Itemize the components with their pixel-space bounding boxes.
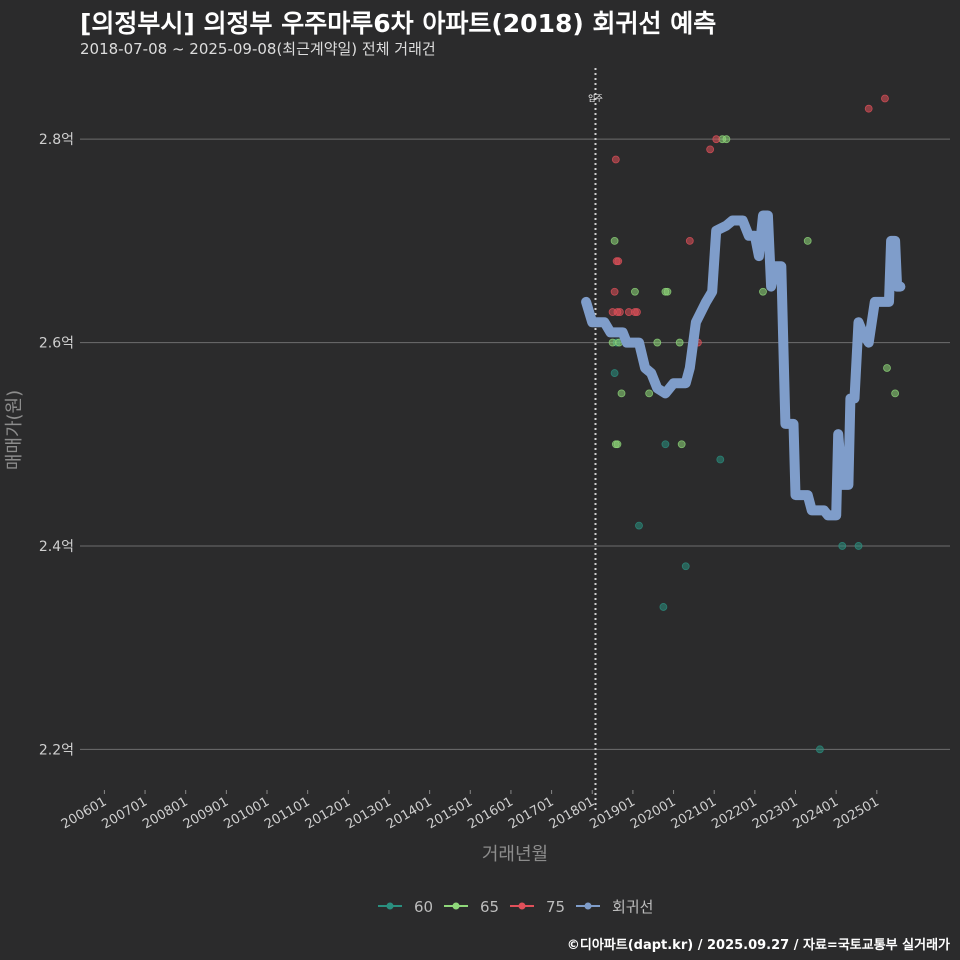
scatter-points <box>608 94 900 754</box>
point-75 <box>614 257 623 266</box>
legend-label: 회귀선 <box>612 898 653 916</box>
x-tick-label: 200601 <box>59 794 109 832</box>
x-tick-label: 201701 <box>506 794 556 832</box>
x-axis-label: 거래년월 <box>482 844 548 865</box>
x-tick-label: 201201 <box>303 794 353 832</box>
move-in-marker: 입주 <box>588 68 603 812</box>
point-75 <box>633 308 641 316</box>
point-60 <box>838 542 847 550</box>
x-tick-label: 202001 <box>628 794 678 832</box>
point-65 <box>610 236 619 245</box>
point-75 <box>615 308 624 316</box>
x-tick-label: 201801 <box>547 794 597 832</box>
x-tick-label: 200901 <box>181 794 231 832</box>
regression-line-layer <box>581 210 906 521</box>
y-tick-label: 2.2억 <box>39 742 74 758</box>
x-tick-label: 200801 <box>140 794 190 832</box>
y-tick-label: 2.4억 <box>39 539 74 555</box>
x-tick-label: 202301 <box>750 794 800 832</box>
point-65 <box>653 338 662 347</box>
chart-subtitle: 2018-07-08 ~ 2025-09-08(최근계약일) 전체 거래건 <box>80 40 436 58</box>
point-60 <box>681 562 690 571</box>
point-60 <box>816 745 824 754</box>
point-75 <box>706 145 715 154</box>
legend-swatch-dot <box>584 902 592 910</box>
point-60 <box>635 521 643 530</box>
point-65 <box>803 236 812 245</box>
point-60 <box>716 455 725 464</box>
point-60 <box>610 369 619 377</box>
point-65 <box>891 389 900 398</box>
y-axis-ticks: 2.2억 2.4억 2.6억 2.8억 <box>39 132 74 758</box>
x-axis-ticks: 2006012007012008012009012010012011012012… <box>59 790 882 832</box>
point-65 <box>613 440 622 449</box>
x-tick-label: 200701 <box>100 794 150 832</box>
point-75 <box>864 104 873 113</box>
point-65 <box>675 338 684 347</box>
point-60 <box>661 440 670 449</box>
point-65 <box>722 135 731 144</box>
point-75 <box>712 135 721 144</box>
x-tick-label: 201901 <box>587 794 637 832</box>
source-caption: ©디아파트(dapt.kr) / 2025.09.27 / 자료=국토교통부 실… <box>566 938 950 953</box>
legend: 60 65 75 회귀선 <box>378 898 653 916</box>
point-65 <box>883 364 891 372</box>
y-axis-label: 매매가(원) <box>4 390 25 470</box>
x-tick-label: 201401 <box>384 794 434 832</box>
legend-swatch-dot <box>452 902 460 910</box>
point-75 <box>881 94 889 103</box>
point-75 <box>611 155 620 164</box>
legend-swatch-dot <box>386 902 394 910</box>
x-tick-label: 202201 <box>709 794 759 832</box>
x-tick-label: 201301 <box>343 794 393 832</box>
legend-label: 60 <box>414 898 433 916</box>
legend-label: 75 <box>546 898 565 916</box>
point-75 <box>610 287 619 296</box>
y-tick-label: 2.6억 <box>39 336 74 352</box>
x-tick-label: 201501 <box>425 794 475 832</box>
legend-label: 65 <box>480 898 499 916</box>
x-tick-label: 201101 <box>262 794 312 832</box>
point-60 <box>854 542 863 550</box>
x-tick-label: 202501 <box>831 794 881 832</box>
x-tick-label: 201601 <box>465 794 515 832</box>
regression-line <box>581 210 906 521</box>
x-tick-label: 202101 <box>669 794 719 832</box>
point-65 <box>617 389 626 398</box>
x-tick-label: 201001 <box>222 794 272 832</box>
legend-swatch-dot <box>518 902 526 910</box>
point-65 <box>759 287 767 296</box>
grid-lines <box>80 138 950 750</box>
point-65 <box>663 287 672 296</box>
point-65 <box>645 389 654 398</box>
point-75 <box>685 236 694 245</box>
x-tick-label: 202401 <box>791 794 841 832</box>
move-in-label: 입주 <box>588 94 603 103</box>
point-65 <box>608 338 617 347</box>
point-65 <box>631 287 639 296</box>
chart-title: [의정부시] 의정부 우주마루6차 아파트(2018) 회귀선 예측 <box>80 9 717 38</box>
point-65 <box>677 440 686 449</box>
y-tick-label: 2.8억 <box>39 132 74 148</box>
point-60 <box>659 603 668 611</box>
